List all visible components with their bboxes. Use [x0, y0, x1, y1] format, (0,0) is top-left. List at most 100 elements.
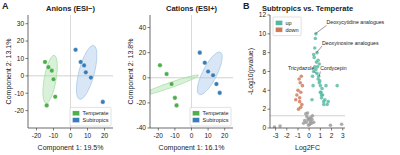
y-tick-label: 2 — [262, 105, 266, 112]
y-tick-label: -10 — [15, 90, 25, 97]
point — [173, 96, 178, 101]
point — [329, 123, 333, 127]
x-tick-label: 10 — [204, 132, 212, 139]
x-tick — [342, 128, 343, 131]
x-tick-label: 0 — [69, 132, 73, 139]
point — [314, 68, 318, 72]
point — [315, 51, 319, 55]
y-tick-label: 4 — [262, 87, 266, 94]
point — [298, 100, 302, 104]
point — [306, 111, 310, 115]
x-axis-label: Log2FC — [295, 144, 320, 152]
point — [217, 91, 222, 96]
point — [300, 74, 304, 78]
x-tick-label: -2 — [284, 132, 290, 139]
point — [89, 75, 94, 80]
y-tick — [148, 77, 151, 78]
y-axis-label: Component 2: 13.8% — [127, 39, 135, 105]
point — [273, 125, 277, 128]
y-tick — [148, 52, 151, 53]
point — [84, 70, 89, 75]
x-axis-label: Component 1: 19.5% — [38, 144, 104, 152]
confidence-ellipse — [40, 54, 60, 104]
point — [301, 84, 305, 88]
y-axis-label: Component 2: 13.1% — [5, 39, 13, 105]
x-tick-label: -20 — [154, 132, 164, 139]
x-tick — [331, 128, 332, 131]
series — [273, 111, 344, 128]
point — [297, 107, 301, 111]
plot-area — [150, 15, 233, 128]
legend-label: Subtropics — [203, 117, 229, 123]
legend-box — [273, 17, 301, 36]
x-tick-label: 0 — [307, 132, 311, 139]
point — [310, 98, 314, 102]
y-tick — [268, 15, 271, 16]
x-tick-label: -3 — [273, 132, 279, 139]
y-tick-label: 8 — [262, 49, 266, 56]
x-tick — [53, 128, 54, 131]
x-tick-label: -1 — [295, 132, 301, 139]
y-tick-label: 30 — [17, 20, 25, 27]
annotation: Deoxycytidine analogues — [327, 19, 385, 25]
panel-label: B — [243, 1, 250, 11]
x-tick — [104, 128, 105, 131]
y-tick-label: 20 — [139, 49, 147, 56]
legend-swatch — [276, 21, 283, 26]
point — [202, 60, 207, 65]
panel: -20-1001020-40-2002040Cations (ESI+)Comp… — [127, 4, 233, 152]
point — [158, 63, 163, 68]
y-tick — [148, 102, 151, 103]
x-tick-label: 10 — [84, 132, 92, 139]
annotation: Cordycepin — [320, 65, 346, 71]
point — [50, 68, 55, 73]
legend-swatch — [276, 27, 283, 32]
x-tick-label: 0 — [190, 132, 194, 139]
point — [312, 121, 316, 125]
x-tick — [208, 128, 209, 131]
x-tick-label: -10 — [170, 132, 180, 139]
x-tick — [191, 128, 192, 131]
y-tick-label: 20 — [17, 37, 25, 44]
y-tick-label: 6 — [262, 68, 266, 75]
chart-canvas: -20-1001020-20-100102030Anions (ESI−)Com… — [0, 0, 400, 155]
panel-label: A — [2, 1, 9, 11]
legend-label: Temperate — [83, 110, 109, 116]
series — [43, 60, 58, 108]
point — [323, 98, 327, 102]
point — [82, 63, 87, 68]
y-axis-line — [150, 15, 151, 128]
point — [101, 100, 106, 105]
point — [335, 84, 339, 88]
y-tick — [268, 90, 271, 91]
legend-swatch — [193, 111, 200, 116]
y-tick — [26, 75, 29, 76]
point — [53, 94, 58, 99]
panel: -3-2-10123024681012Subtropics vs. Temper… — [247, 4, 385, 152]
y-tick — [148, 128, 151, 129]
title: Cations (ESI+) — [166, 4, 218, 13]
point — [169, 82, 174, 87]
point — [319, 90, 323, 94]
y-tick-label: 10 — [259, 30, 267, 37]
y-axis-label: -Log10(pvalue) — [247, 48, 255, 95]
annotation-leader — [314, 71, 315, 73]
y-tick-label: -40 — [137, 124, 147, 131]
y-tick — [26, 58, 29, 59]
x-tick-label: 20 — [221, 132, 229, 139]
x-tick — [275, 128, 276, 131]
point — [312, 53, 316, 57]
point — [294, 98, 298, 102]
x-tick — [286, 128, 287, 131]
y-tick-label: 0 — [142, 74, 146, 81]
series — [158, 63, 179, 108]
x-tick — [320, 128, 321, 131]
y-tick-label: -20 — [15, 107, 25, 114]
point — [320, 87, 324, 91]
annotation: Deoxyinosine analogues — [322, 40, 379, 46]
point — [315, 72, 319, 76]
ellipse-group — [193, 50, 227, 96]
point — [214, 82, 219, 87]
title: Anions (ESI−) — [46, 4, 95, 13]
y-tick-label: 40 — [139, 24, 147, 31]
